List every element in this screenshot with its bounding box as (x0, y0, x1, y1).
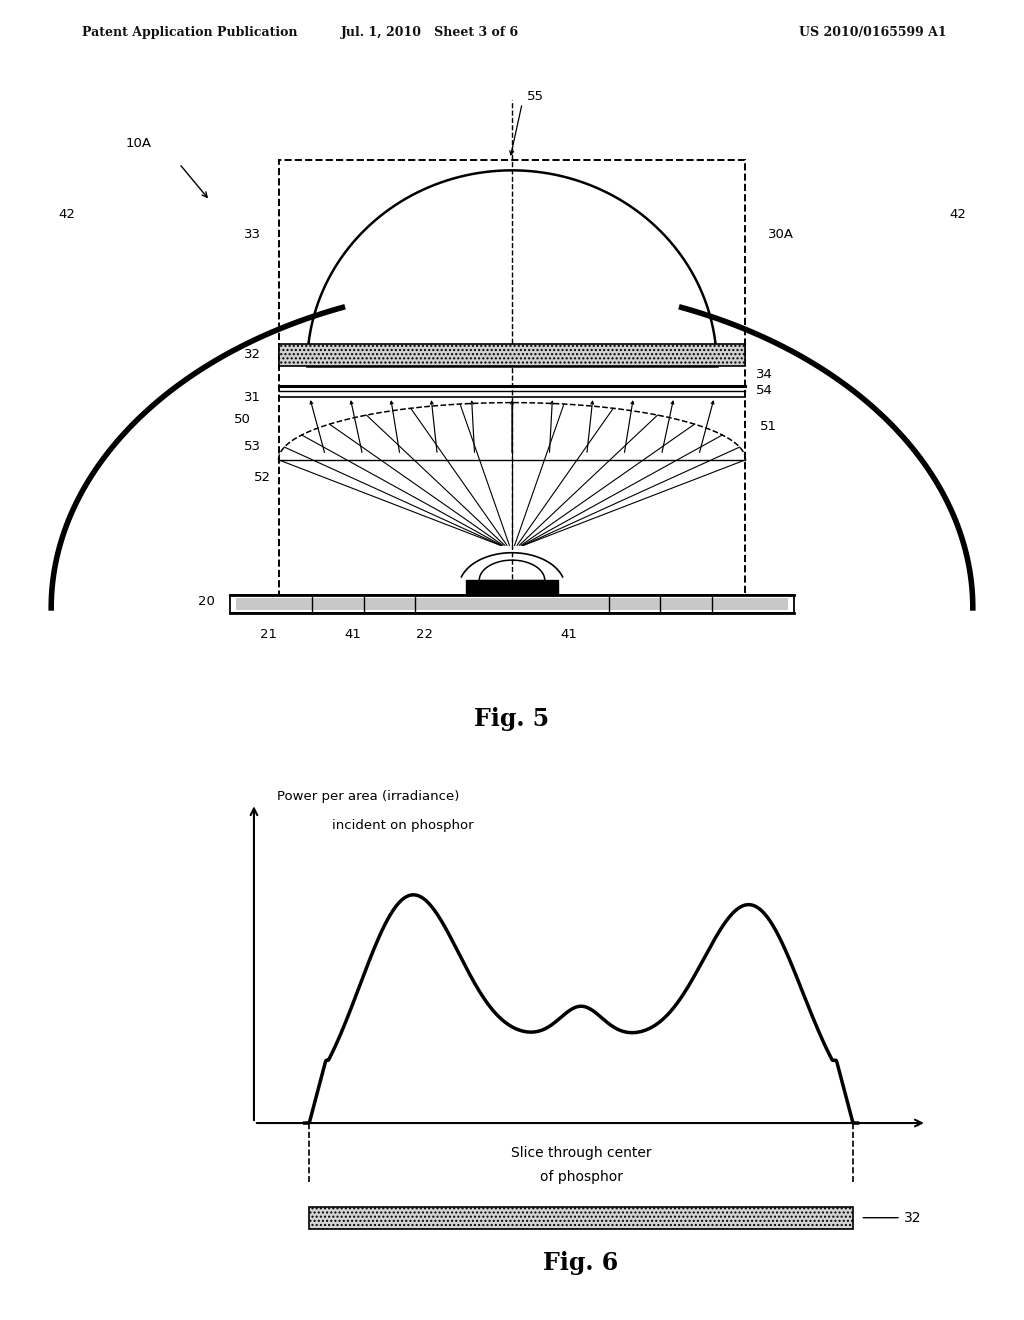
Text: 41: 41 (560, 628, 577, 642)
Bar (309, 1206, 853, 1229)
Bar (236, 598, 788, 610)
Text: 33: 33 (244, 228, 261, 240)
Text: 21: 21 (260, 628, 276, 642)
Text: 32: 32 (863, 1210, 922, 1225)
Text: Slice through center: Slice through center (511, 1146, 651, 1159)
Text: 54: 54 (756, 384, 772, 397)
Text: 32: 32 (244, 347, 261, 360)
Text: 10A: 10A (125, 137, 152, 150)
Text: 42: 42 (949, 207, 966, 220)
Text: Jul. 1, 2010   Sheet 3 of 6: Jul. 1, 2010 Sheet 3 of 6 (341, 26, 519, 40)
Bar (279, 160, 745, 601)
Text: Power per area (irradiance): Power per area (irradiance) (276, 789, 460, 803)
Text: 55: 55 (527, 90, 545, 103)
Text: of phosphor: of phosphor (540, 1170, 623, 1184)
Text: 50: 50 (234, 413, 251, 426)
Text: 41: 41 (345, 628, 361, 642)
Text: 22: 22 (417, 628, 433, 642)
Bar (466, 581, 558, 595)
Bar (279, 345, 745, 366)
Text: 53: 53 (244, 440, 261, 453)
Text: 42: 42 (58, 207, 75, 220)
Text: Fig. 6: Fig. 6 (544, 1251, 618, 1275)
Text: 31: 31 (244, 391, 261, 404)
Text: 51: 51 (760, 420, 777, 433)
Text: US 2010/0165599 A1: US 2010/0165599 A1 (799, 26, 946, 40)
Text: 30A: 30A (768, 228, 794, 240)
Text: 20: 20 (199, 595, 215, 607)
Text: incident on phosphor: incident on phosphor (332, 818, 474, 832)
Text: 34: 34 (756, 368, 772, 381)
Text: Fig. 5: Fig. 5 (474, 708, 550, 731)
Text: Patent Application Publication: Patent Application Publication (82, 26, 297, 40)
Bar (230, 595, 794, 612)
Text: 52: 52 (254, 471, 271, 484)
